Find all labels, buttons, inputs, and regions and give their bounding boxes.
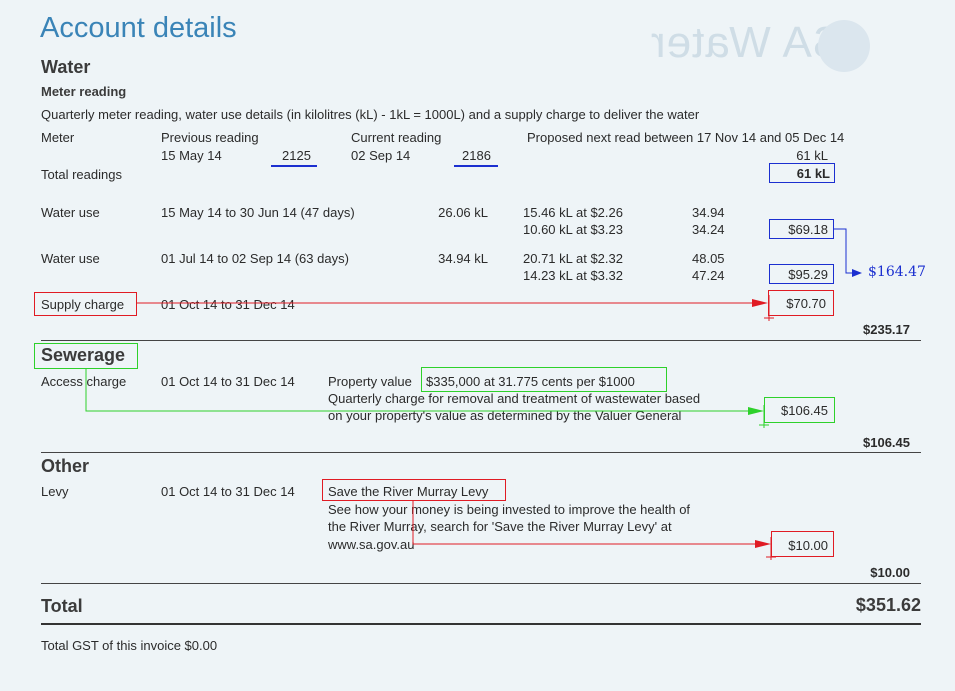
water-use-2-tier-2-amount: 47.24 xyxy=(692,268,725,283)
sewerage-section-total: $106.45 xyxy=(863,435,910,450)
water-section-total: $235.17 xyxy=(863,322,910,337)
levy-description-line-1: See how your money is being invested to … xyxy=(328,502,691,517)
property-value-detail: $335,000 at 31.775 cents per $1000 xyxy=(426,374,635,389)
levy-name: Save the River Murray Levy xyxy=(328,484,489,499)
water-use-2-label: Water use xyxy=(41,251,100,266)
previous-reading-underline xyxy=(271,165,317,167)
supply-charge-label: Supply charge xyxy=(41,297,125,312)
water-use-1-tier-2-amount: 34.24 xyxy=(692,222,725,237)
water-use-sum-bracket xyxy=(834,228,862,277)
water-use-1-subtotal-box xyxy=(769,219,834,239)
sewerage-arrow xyxy=(85,369,769,428)
water-use-2-subtotal: $95.29 xyxy=(788,267,828,282)
other-section-title: Other xyxy=(41,456,90,476)
water-use-1-period: 15 May 14 to 30 Jun 14 (47 days) xyxy=(161,205,355,220)
other-section-total: $10.00 xyxy=(870,565,910,580)
total-readings-value: 61 kL xyxy=(796,166,830,181)
access-charge-label: Access charge xyxy=(41,374,127,389)
current-reading-date: 02 Sep 14 xyxy=(351,148,411,163)
meter-reading-description: Quarterly meter reading, water use detai… xyxy=(41,107,700,122)
levy-description-line-2: the River Murray, search for 'Save the R… xyxy=(328,519,672,534)
col-proposed-next-read: Proposed next read between 17 Nov 14 and… xyxy=(527,130,845,145)
sa-water-logo-icon xyxy=(818,20,870,72)
sewerage-description-line-2: on your property's value as determined b… xyxy=(328,408,682,423)
current-reading-underline xyxy=(454,165,498,167)
total-readings-box xyxy=(769,163,835,183)
water-use-2-subtotal-box xyxy=(769,264,834,284)
levy-amount: $10.00 xyxy=(788,538,828,553)
water-use-1-kl: 26.06 kL xyxy=(438,205,488,220)
property-value-box xyxy=(421,367,667,392)
supply-charge-arrow xyxy=(137,295,774,321)
water-use-2-tier-1: 20.71 kL at $2.32 xyxy=(523,251,623,266)
levy-description-line-3: www.sa.gov.au xyxy=(328,537,415,552)
water-use-1-label: Water use xyxy=(41,205,100,220)
total-divider xyxy=(41,623,921,625)
col-current-reading: Current reading xyxy=(351,130,442,145)
supply-charge-period: 01 Oct 14 to 31 Dec 14 xyxy=(161,297,295,312)
meter-reading-title: Meter reading xyxy=(41,84,127,99)
levy-label: Levy xyxy=(41,484,69,499)
total-value: $351.62 xyxy=(855,595,921,615)
water-section-title: Water xyxy=(41,57,91,77)
supply-charge-box xyxy=(34,292,137,316)
total-label: Total xyxy=(41,596,83,616)
current-reading-value: 2186 xyxy=(462,148,491,163)
total-readings-label: Total readings xyxy=(41,167,122,182)
water-use-1-tier-2: 10.60 kL at $3.23 xyxy=(523,222,623,237)
water-use-sum-annotation: $164.47 xyxy=(868,264,926,280)
levy-arrow xyxy=(412,501,776,560)
water-use-1-tier-1: 15.46 kL at $2.26 xyxy=(523,205,623,220)
water-use-2-tier-2: 14.23 kL at $3.32 xyxy=(523,268,623,283)
sewerage-title-box xyxy=(34,343,138,369)
sewerage-description-line-1: Quarterly charge for removal and treatme… xyxy=(328,391,701,406)
sewerage-amount: $106.45 xyxy=(781,403,828,418)
levy-period: 01 Oct 14 to 31 Dec 14 xyxy=(161,484,295,499)
previous-reading-date: 15 May 14 xyxy=(161,148,222,163)
other-section-divider xyxy=(41,583,921,584)
supply-charge-amount: $70.70 xyxy=(786,296,826,311)
water-use-2-tier-1-amount: 48.05 xyxy=(692,251,725,266)
sewerage-section-divider xyxy=(41,452,921,453)
property-value-label: Property value xyxy=(328,374,412,389)
water-use-1-tier-1-amount: 34.94 xyxy=(692,205,725,220)
levy-name-box xyxy=(322,479,506,501)
meter-kl: 61 kL xyxy=(796,148,828,163)
water-section-divider xyxy=(41,340,921,341)
gst-note: Total GST of this invoice $0.00 xyxy=(41,638,218,653)
water-use-1-subtotal: $69.18 xyxy=(788,222,828,237)
sewerage-period: 01 Oct 14 to 31 Dec 14 xyxy=(161,374,295,389)
sewerage-section-title: Sewerage xyxy=(41,345,126,365)
previous-reading-value: 2125 xyxy=(282,148,311,163)
water-use-2-kl: 34.94 kL xyxy=(438,251,488,266)
col-meter: Meter xyxy=(41,130,75,145)
col-previous-reading: Previous reading xyxy=(161,130,259,145)
water-use-2-period: 01 Jul 14 to 02 Sep 14 (63 days) xyxy=(161,251,349,266)
page-title: Account details xyxy=(40,12,237,44)
